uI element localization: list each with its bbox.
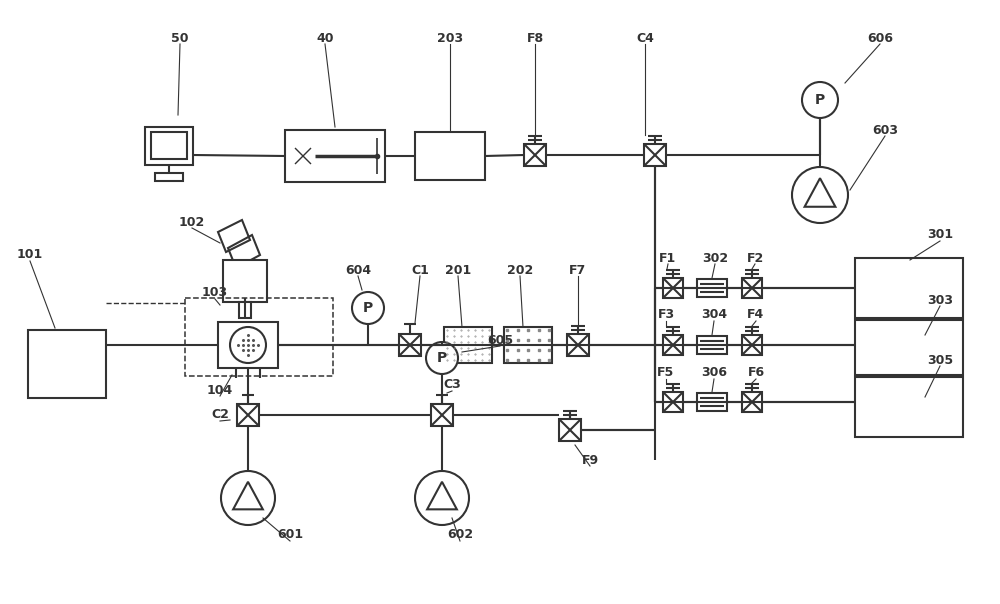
Bar xyxy=(145,127,193,165)
Bar xyxy=(285,130,385,182)
Text: F8: F8 xyxy=(526,31,544,45)
Text: 104: 104 xyxy=(207,384,233,396)
Circle shape xyxy=(221,471,275,525)
Circle shape xyxy=(415,471,469,525)
Bar xyxy=(742,278,762,298)
Bar xyxy=(504,327,552,363)
Circle shape xyxy=(352,292,384,324)
Text: C3: C3 xyxy=(443,379,461,391)
Bar xyxy=(742,335,762,355)
Bar xyxy=(855,258,963,318)
Text: P: P xyxy=(363,301,373,315)
Text: 305: 305 xyxy=(927,353,953,367)
Text: P: P xyxy=(815,93,825,107)
Bar xyxy=(663,335,683,355)
Bar xyxy=(239,302,251,318)
Text: 606: 606 xyxy=(867,31,893,45)
Bar xyxy=(151,132,187,159)
Bar xyxy=(237,404,259,426)
Text: F5: F5 xyxy=(657,367,675,379)
Text: 50: 50 xyxy=(171,31,189,45)
Bar xyxy=(663,278,683,298)
Bar xyxy=(697,279,727,297)
Bar xyxy=(742,392,762,412)
Text: F6: F6 xyxy=(747,367,765,379)
Text: C2: C2 xyxy=(211,408,229,422)
Text: 603: 603 xyxy=(872,123,898,137)
Text: P: P xyxy=(437,351,447,365)
Bar xyxy=(663,392,683,412)
Text: 40: 40 xyxy=(316,31,334,45)
Text: 601: 601 xyxy=(277,528,303,542)
Text: F2: F2 xyxy=(746,251,764,265)
Bar xyxy=(28,330,106,398)
Text: 201: 201 xyxy=(445,263,471,277)
Text: 605: 605 xyxy=(487,333,513,347)
Bar xyxy=(185,298,333,376)
Text: F9: F9 xyxy=(581,454,599,466)
Bar xyxy=(155,173,183,181)
Bar xyxy=(567,334,589,356)
Bar xyxy=(697,336,727,354)
Text: 101: 101 xyxy=(17,248,43,262)
Bar xyxy=(855,377,963,437)
Text: 306: 306 xyxy=(701,367,727,379)
Bar xyxy=(644,144,666,166)
Circle shape xyxy=(230,327,266,363)
Bar xyxy=(415,132,485,180)
Bar xyxy=(524,144,546,166)
Circle shape xyxy=(426,342,458,374)
Circle shape xyxy=(792,167,848,223)
Bar xyxy=(431,404,453,426)
Bar xyxy=(697,393,727,411)
Bar xyxy=(399,334,421,356)
Text: 301: 301 xyxy=(927,228,953,242)
Text: 604: 604 xyxy=(345,263,371,277)
Bar xyxy=(855,320,963,375)
Text: 203: 203 xyxy=(437,31,463,45)
Text: F3: F3 xyxy=(657,309,675,321)
Text: F4: F4 xyxy=(747,309,765,321)
Bar xyxy=(559,419,581,441)
Text: 602: 602 xyxy=(447,528,473,542)
Text: 302: 302 xyxy=(702,251,728,265)
Text: C1: C1 xyxy=(411,263,429,277)
Text: 202: 202 xyxy=(507,263,533,277)
Text: 102: 102 xyxy=(179,216,205,228)
Text: 303: 303 xyxy=(927,294,953,306)
Text: 103: 103 xyxy=(202,286,228,300)
Circle shape xyxy=(802,82,838,118)
Bar xyxy=(218,322,278,368)
Text: C4: C4 xyxy=(636,31,654,45)
Bar xyxy=(444,327,492,363)
Text: 304: 304 xyxy=(701,309,727,321)
Text: F1: F1 xyxy=(659,251,677,265)
Bar xyxy=(223,260,267,302)
Text: F7: F7 xyxy=(569,263,587,277)
